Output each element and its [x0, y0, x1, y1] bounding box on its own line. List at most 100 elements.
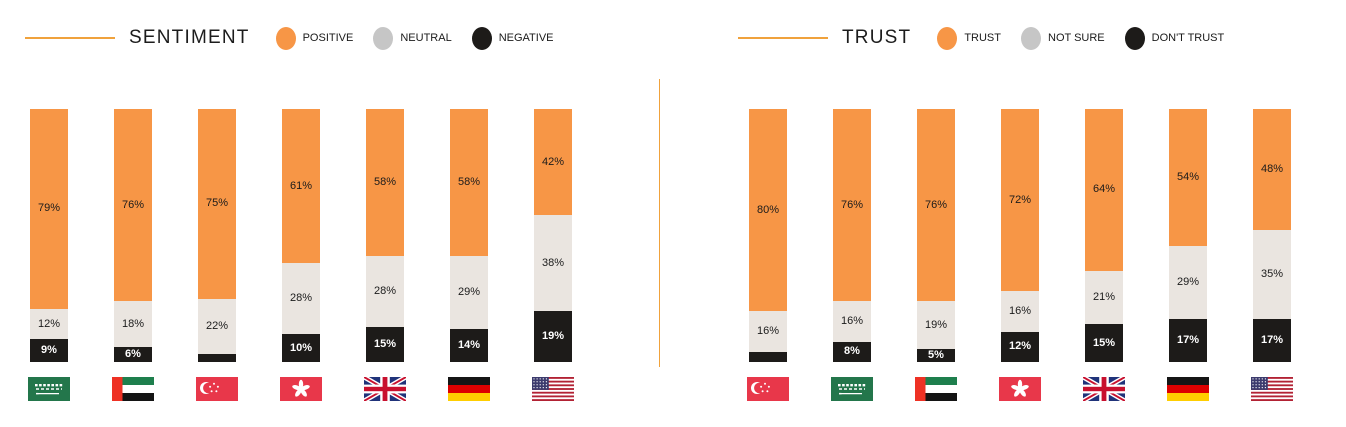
bar-segment-positive: 58%	[366, 109, 404, 256]
flag-united-kingdom-icon	[364, 377, 406, 401]
segment-value-label: 19%	[541, 330, 565, 343]
flag-saudi-arabia-icon	[831, 377, 873, 401]
legend-dot-icon	[1124, 26, 1145, 50]
chart-title-sentiment: SENTIMENT	[129, 27, 250, 48]
flag-germany-icon	[448, 377, 490, 401]
segment-value-label: 48%	[1260, 163, 1284, 176]
segment-value-label: 17%	[1260, 333, 1284, 346]
sentiment-header: SENTIMENT POSITIVE NEUTRAL NEGATIVE	[25, 22, 554, 54]
bar-segment-not-sure: 29%	[1169, 245, 1207, 319]
segment-value-label: 16%	[756, 325, 780, 338]
segment-value-label: 54%	[1176, 170, 1200, 183]
segment-value-label: 58%	[457, 175, 481, 188]
bar-column-united-arab-emirates: 76% 18% 6%	[114, 109, 152, 362]
trust-flags	[747, 377, 1293, 401]
legend-label: NEGATIVE	[498, 32, 554, 44]
bar-segment-don-t-trust	[749, 351, 787, 362]
bar-segment-negative: 10%	[282, 334, 320, 362]
segment-value-label: 8%	[844, 345, 860, 358]
legend-item-neutral: NEUTRAL	[373, 26, 452, 50]
flag-uae-icon	[915, 377, 957, 401]
segment-value-label: 28%	[289, 292, 313, 305]
flag-hong-kong-icon	[999, 377, 1041, 401]
panel-divider	[659, 79, 660, 367]
bar-segment-negative	[198, 354, 236, 362]
trust-legend: TRUST NOT SURE DON'T TRUST	[937, 26, 1225, 50]
flag-singapore-icon	[747, 377, 789, 401]
legend-label: POSITIVE	[302, 32, 354, 44]
bar-segment-trust: 48%	[1253, 109, 1291, 231]
bar-segment-neutral: 12%	[30, 308, 68, 340]
bar-segment-don-t-trust: 15%	[1085, 324, 1123, 362]
segment-value-label: 12%	[1008, 340, 1032, 353]
segment-value-label: 80%	[756, 203, 780, 216]
segment-value-label: 17%	[1176, 333, 1200, 346]
bar-column-singapore: 75% 22%	[198, 109, 236, 362]
bar-segment-trust: 76%	[917, 109, 955, 302]
segment-value-label: 10%	[289, 341, 313, 354]
legend-item-trust: TRUST	[937, 26, 1001, 50]
legend-item-negative: NEGATIVE	[471, 26, 554, 50]
segment-value-label: 76%	[924, 198, 948, 211]
sentiment-legend: POSITIVE NEUTRAL NEGATIVE	[275, 26, 554, 50]
legend-dot-icon	[937, 26, 958, 50]
bar-segment-positive: 61%	[282, 109, 320, 264]
bar-column-united-kingdom: 58% 28% 15%	[366, 109, 404, 362]
legend-item-positive: POSITIVE	[275, 26, 354, 50]
bar-segment-don-t-trust: 12%	[1001, 331, 1039, 362]
flag-united-kingdom-icon	[1083, 377, 1125, 401]
bar-segment-not-sure: 21%	[1085, 270, 1123, 325]
segment-value-label: 35%	[1260, 268, 1284, 281]
bar-segment-don-t-trust: 17%	[1169, 318, 1207, 362]
bar-segment-not-sure: 16%	[1001, 291, 1039, 332]
bar-segment-negative: 14%	[450, 329, 488, 362]
segment-value-label: 42%	[541, 155, 565, 168]
bar-column-saudi-arabia: 76% 16% 8%	[833, 109, 871, 362]
legend-dot-icon	[275, 26, 296, 50]
bar-segment-don-t-trust: 5%	[917, 349, 955, 362]
legend-dot-icon	[373, 26, 394, 50]
bar-segment-negative: 15%	[366, 326, 404, 362]
legend-label: DON'T TRUST	[1151, 32, 1225, 44]
bar-column-germany: 54% 29% 17%	[1169, 109, 1207, 362]
sentiment-bars: 79% 12% 9% 76% 18% 6% 75% 22% 61% 28% 10% 58% 28% 15%…	[30, 109, 572, 362]
bar-segment-neutral: 29%	[450, 255, 488, 330]
flag-united-states-icon	[532, 377, 574, 401]
segment-value-label: 16%	[1008, 304, 1032, 317]
segment-value-label: 19%	[924, 318, 948, 331]
bar-segment-not-sure: 19%	[917, 301, 955, 350]
legend-dot-icon	[471, 26, 492, 50]
bar-segment-trust: 76%	[833, 109, 871, 302]
bar-segment-positive: 58%	[450, 109, 488, 256]
title-rule	[25, 37, 115, 39]
bar-segment-neutral: 22%	[198, 298, 236, 355]
bar-segment-trust: 64%	[1085, 109, 1123, 271]
bar-segment-trust: 54%	[1169, 109, 1207, 246]
segment-value-label: 18%	[121, 317, 145, 330]
bar-segment-trust: 72%	[1001, 109, 1039, 292]
segment-value-label: 5%	[928, 349, 944, 362]
segment-value-label: 76%	[121, 198, 145, 211]
bar-segment-neutral: 38%	[534, 215, 572, 312]
bar-segment-negative: 19%	[534, 311, 572, 362]
legend-item-not-sure: NOT SURE	[1021, 26, 1105, 50]
flag-saudi-arabia-icon	[28, 377, 70, 401]
bar-column-hong-kong: 61% 28% 10%	[282, 109, 320, 362]
segment-value-label: 75%	[205, 197, 229, 210]
bar-segment-positive: 79%	[30, 109, 68, 309]
bar-segment-positive: 42%	[534, 109, 572, 216]
flag-singapore-icon	[196, 377, 238, 401]
bar-segment-don-t-trust: 8%	[833, 341, 871, 362]
trust-bars: 80% 16% 76% 16% 8% 76% 19% 5% 72% 16% 12% 64% 21% 15%…	[749, 109, 1291, 362]
bar-segment-not-sure: 16%	[833, 301, 871, 342]
title-rule	[738, 37, 828, 39]
segment-value-label: 58%	[373, 175, 397, 188]
bar-column-united-kingdom: 64% 21% 15%	[1085, 109, 1123, 362]
segment-value-label: 16%	[840, 315, 864, 327]
segment-value-label: 12%	[37, 317, 61, 330]
bar-segment-not-sure: 16%	[749, 311, 787, 352]
sentiment-flags	[28, 377, 574, 401]
segment-value-label: 28%	[373, 284, 397, 297]
bar-column-singapore: 80% 16%	[749, 109, 787, 362]
